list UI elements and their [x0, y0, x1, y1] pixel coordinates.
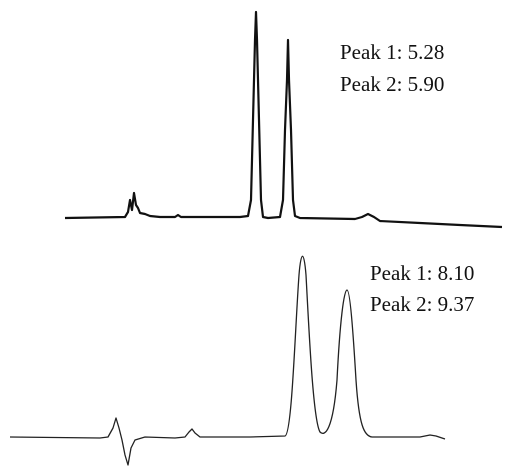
annotation: Peak 2: 5.90 — [340, 72, 444, 96]
annotation: Peak 1: 5.28 — [340, 40, 444, 64]
annotation: Peak 2: 9.37 — [370, 292, 474, 316]
annotation: Peak 1: 8.10 — [370, 261, 474, 285]
top-trace — [64, 10, 503, 229]
bottom-trace — [9, 255, 446, 466]
